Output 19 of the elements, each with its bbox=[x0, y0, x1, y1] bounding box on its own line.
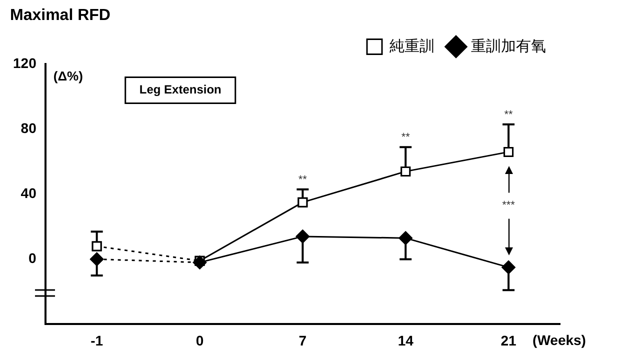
y-tick-label: 0 bbox=[28, 250, 37, 266]
annotation: *** bbox=[502, 200, 516, 212]
y-tick-label: 120 bbox=[13, 55, 37, 72]
x-tick-label: 0 bbox=[196, 332, 204, 348]
annotation: ** bbox=[504, 108, 514, 121]
annotation: Leg Extension bbox=[139, 82, 222, 97]
chart-title: Maximal RFD bbox=[10, 7, 110, 24]
legend-label: 純重訓 bbox=[390, 38, 434, 55]
annotation: ** bbox=[401, 132, 411, 144]
x-tick-label: 14 bbox=[398, 332, 414, 348]
x-tick-label: -1 bbox=[90, 332, 104, 348]
y-tick-label: 80 bbox=[20, 120, 37, 136]
annotation: ** bbox=[298, 174, 308, 186]
x-tick-label: 7 bbox=[298, 332, 307, 348]
x-tick-label: 21 bbox=[500, 332, 517, 348]
y-tick-label: 40 bbox=[20, 185, 37, 202]
x-axis-title: (Weeks) bbox=[532, 332, 586, 348]
legend-label: 重訓加有氧 bbox=[471, 38, 546, 55]
y-axis-title: (Δ%) bbox=[53, 68, 83, 84]
